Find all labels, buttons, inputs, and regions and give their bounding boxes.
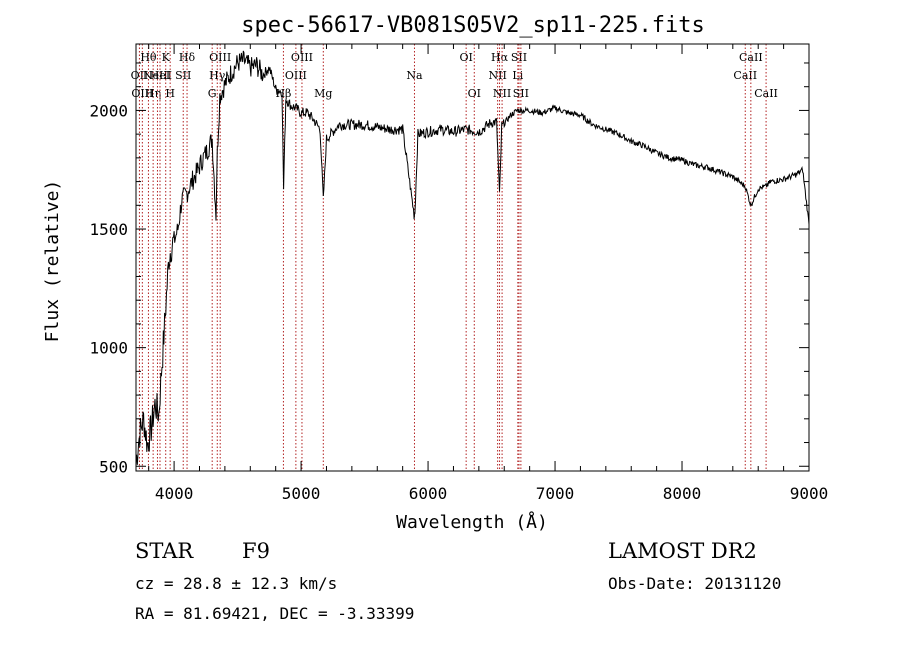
x-tick-label: 5000 — [282, 484, 321, 503]
spectral-line-label: Mg — [314, 87, 332, 100]
x-tick-label: 6000 — [409, 484, 448, 503]
spectral-line-label: Hη — [145, 87, 161, 100]
x-axis-label: Wavelength (Å) — [396, 511, 548, 533]
spectral-line-label: Na — [406, 69, 423, 82]
spectral-line-label: K — [162, 51, 171, 64]
redshift-velocity: cz = 28.8 ± 12.3 km/s — [135, 574, 338, 593]
y-tick-label: 2000 — [89, 101, 128, 120]
spectral-line-label: Hα — [491, 51, 509, 64]
sky-coordinates: RA = 81.69421, DEC = -3.33399 — [135, 604, 415, 623]
y-tick-label: 1000 — [89, 339, 128, 358]
observation-date: Obs-Date: 20131120 — [608, 574, 782, 593]
object-class: STAR — [135, 539, 194, 563]
spectral-line-label: OI — [459, 51, 472, 64]
survey-name: LAMOST DR2 — [608, 539, 757, 563]
x-axis-ticks: 4000 5000 6000 7000 8000 9000 — [148, 44, 829, 503]
x-tick-label: 9000 — [790, 484, 829, 503]
spectral-line-label: H — [165, 87, 175, 100]
spectral-line-label: Hθ — [140, 51, 157, 64]
spectral-line-label: OII — [131, 69, 149, 82]
x-tick-label: 4000 — [155, 484, 194, 503]
spectral-line-label: OIII — [285, 69, 307, 82]
spectral-line-label: OIII — [209, 51, 231, 64]
y-tick-label: 1500 — [89, 220, 128, 239]
spectral-line-label: CaII — [739, 51, 763, 64]
spectral-line-label: SII — [513, 87, 529, 100]
spectrum-line — [135, 50, 810, 465]
spectral-line-label: SII — [511, 51, 527, 64]
spectral-line-label: OIII — [131, 87, 153, 100]
object-subclass: F9 — [242, 539, 270, 563]
spectral-line-label: Hβ — [275, 87, 291, 100]
spectral-line-label: G — [208, 87, 217, 100]
x-tick-label: 7000 — [536, 484, 575, 503]
x-tick-label: 8000 — [663, 484, 702, 503]
y-axis-ticks: 500 1000 1500 2000 — [89, 62, 809, 476]
spectral-line-label: CaII — [733, 69, 757, 82]
spectral-line-label: OIII — [291, 51, 313, 64]
spectral-line-label: NII — [488, 69, 506, 82]
spectral-line-label: OI — [468, 87, 481, 100]
spectral-line-markers: OIIOIIIHθHηNeIIIHeIKHSIIHδGHγOIIIHβOIIIO… — [131, 44, 778, 471]
spectral-line-label: Li — [512, 69, 523, 82]
spectral-line-label: Hδ — [179, 51, 196, 64]
spectral-line-label: NeIII — [143, 69, 172, 82]
spectral-line-label: SII — [175, 69, 191, 82]
spectral-line-label: HeI — [150, 69, 170, 82]
spectral-line-label: NII — [493, 87, 511, 100]
spectral-line-label: CaII — [754, 87, 778, 100]
chart-title: spec-56617-VB081S05V2_sp11-225.fits — [241, 13, 705, 38]
y-tick-label: 500 — [99, 457, 128, 476]
plot-frame — [135, 43, 810, 472]
spectral-line-label: Hγ — [209, 69, 226, 82]
y-axis-label: Flux (relative) — [42, 180, 63, 343]
